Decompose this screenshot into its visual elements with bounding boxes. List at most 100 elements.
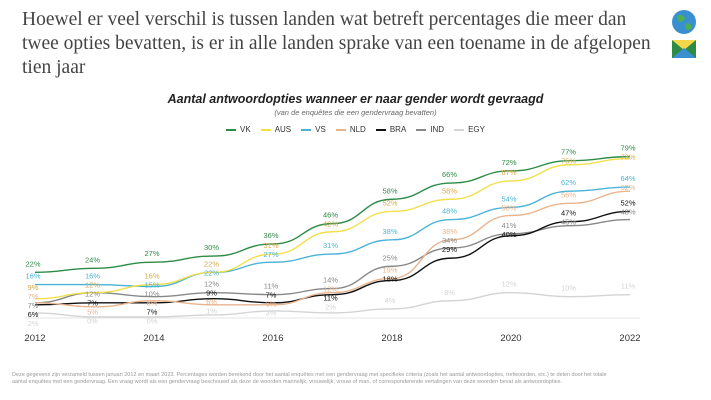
data-label-bra: 7% — [147, 308, 158, 317]
data-label-bra: 11% — [323, 294, 338, 303]
data-label-vk: 30% — [204, 243, 219, 252]
legend-swatch — [416, 128, 427, 131]
legend-label: EGY — [468, 125, 485, 134]
data-label-vk: 58% — [382, 186, 397, 195]
legend-swatch — [375, 128, 386, 131]
data-label-vs: 31% — [323, 241, 338, 250]
data-label-ind: 34% — [442, 236, 457, 245]
legend-item-ind: IND — [416, 125, 444, 134]
data-label-aus: 42% — [323, 220, 338, 229]
data-label-egy: 2% — [28, 319, 39, 328]
data-label-ind: 7% — [28, 301, 39, 310]
data-label-ind: 11% — [264, 282, 279, 291]
data-label-aus: 52% — [382, 198, 397, 207]
legend-label: VS — [315, 125, 326, 134]
data-label-aus: 67% — [501, 168, 516, 177]
data-label-vs: 54% — [501, 194, 516, 203]
data-label-nld: 8% — [147, 299, 158, 308]
data-label-vk: 46% — [323, 211, 338, 220]
data-label-vs: 22% — [204, 268, 219, 277]
legend-label: VK — [240, 125, 251, 134]
data-label-nld: 12% — [323, 285, 338, 294]
data-label-ind: 12% — [204, 280, 219, 289]
data-label-egy: 4% — [385, 296, 396, 305]
data-label-ind: 41% — [501, 221, 516, 230]
data-label-nld: 50% — [501, 203, 516, 212]
data-label-vk: 36% — [263, 231, 278, 240]
legend-item-aus: AUS — [260, 125, 292, 134]
legend-swatch — [454, 128, 465, 131]
data-label-aus: 22% — [204, 259, 219, 268]
series-line-vk — [34, 155, 631, 274]
data-label-egy: 0% — [87, 317, 98, 326]
data-label-aus: 16% — [144, 272, 159, 281]
data-label-vk: 77% — [561, 148, 576, 157]
data-label-egy: 1% — [206, 307, 217, 316]
globe-logo-icon — [672, 10, 696, 58]
data-label-ind: 25% — [382, 253, 397, 262]
data-label-nld: 19% — [382, 265, 397, 274]
data-label-vs: 62% — [561, 178, 576, 187]
data-label-vs: 16% — [85, 272, 100, 281]
series-line-nld — [34, 190, 631, 308]
data-label-egy: 12% — [501, 280, 516, 289]
data-label-vs: 38% — [382, 227, 397, 236]
data-label-nld: 6% — [206, 298, 217, 307]
data-label-egy: 3% — [266, 309, 277, 318]
data-label-vs: 27% — [263, 250, 278, 259]
data-label-vk: 72% — [501, 158, 516, 167]
legend-item-vk: VK — [226, 125, 251, 134]
data-label-aus: 78% — [620, 153, 635, 162]
data-label-bra: 40% — [501, 230, 516, 239]
data-label-egy: 2% — [325, 303, 336, 312]
data-label-nld: 6% — [266, 300, 277, 309]
x-tick-label: 2012 — [24, 333, 45, 344]
x-tick-label: 2018 — [381, 333, 402, 344]
data-label-aus: 12% — [85, 281, 100, 290]
data-label-bra: 9% — [206, 289, 217, 298]
data-label-vk: 66% — [442, 170, 457, 179]
data-label-aus: 9% — [28, 283, 39, 292]
data-label-vk: 27% — [144, 249, 159, 258]
data-label-vs: 48% — [442, 207, 457, 216]
data-label-vk: 79% — [620, 144, 635, 153]
legend-swatch — [260, 128, 271, 131]
legend-swatch — [301, 128, 312, 131]
legend-item-egy: EGY — [454, 125, 485, 134]
data-label-ind: 14% — [323, 276, 338, 285]
legend-label: BRA — [389, 125, 407, 134]
data-label-vs: 15% — [144, 281, 159, 290]
logo — [669, 8, 699, 65]
data-label-ind: 48% — [620, 207, 635, 216]
data-label-vk: 24% — [85, 255, 100, 264]
x-tick-label: 2016 — [262, 333, 283, 344]
data-label-bra: 18% — [382, 274, 397, 283]
data-label-egy: 0% — [147, 317, 158, 326]
legend-item-bra: BRA — [375, 125, 407, 134]
data-label-bra: 6% — [28, 310, 39, 319]
legend-label: AUS — [274, 125, 292, 134]
legend-swatch — [226, 128, 237, 131]
data-label-egy: 8% — [444, 288, 455, 297]
data-label-vk: 22% — [25, 259, 40, 268]
data-label-bra: 7% — [266, 291, 277, 300]
legend-label: NLD — [349, 125, 366, 134]
data-label-egy: 10% — [561, 284, 576, 293]
data-label-bra: 29% — [442, 245, 457, 254]
data-label-vs: 64% — [620, 174, 635, 183]
data-label-ind: 45% — [561, 218, 576, 227]
x-tick-label: 2022 — [619, 333, 640, 344]
legend: VK AUS VS NLD BRA IND EGY — [0, 125, 711, 134]
x-tick-label: 2014 — [143, 333, 164, 344]
data-label-bra: 47% — [561, 209, 576, 218]
legend-item-vs: VS — [301, 125, 326, 134]
data-label-nld: 38% — [442, 227, 457, 236]
data-label-nld: 7% — [28, 292, 39, 301]
line-chart: 2012 2014 2016 2018 2020 202222%16%9%7%7%6%2%… — [24, 144, 640, 344]
data-label-ind: 10% — [144, 290, 159, 299]
series-line-egy — [34, 291, 631, 318]
headline: Hoewel er veel verschil is tussen landen… — [22, 9, 651, 78]
data-label-aus: 58% — [442, 186, 457, 195]
x-tick-label: 2020 — [500, 333, 521, 344]
legend-item-nld: NLD — [335, 125, 366, 134]
